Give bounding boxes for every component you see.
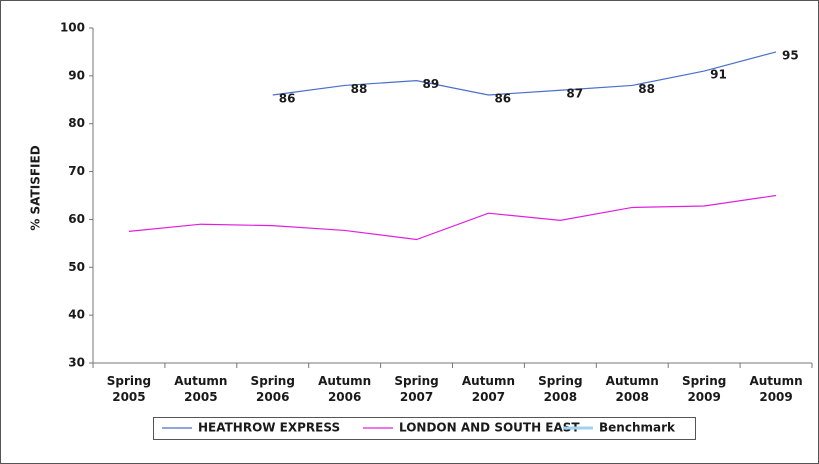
x-tick-label: Spring 2005: [106, 374, 152, 404]
x-tick-label: Spring 2006: [250, 374, 295, 404]
x-tick-label: Autumn 2006: [318, 374, 372, 404]
series-line: [272, 51, 777, 96]
y-tick-label: 40: [68, 308, 85, 322]
legend-label: LONDON AND SOUTH EAST: [399, 421, 580, 435]
data-label: 86: [494, 92, 511, 106]
data-label: 88: [638, 82, 655, 96]
y-axis-label: % SATISFIED: [29, 145, 43, 230]
x-tick-label: Autumn 2005: [174, 374, 228, 404]
data-label: 89: [423, 77, 440, 91]
legend-label: Benchmark: [599, 421, 676, 435]
x-tick-label: Spring 2009: [681, 374, 727, 404]
x-tick-label: Spring 2008: [538, 374, 583, 404]
data-label: 86: [279, 92, 296, 106]
x-tick-label: Spring 2007: [394, 374, 439, 404]
x-tick-label: Autumn 2008: [605, 374, 659, 404]
y-tick-label: 80: [68, 116, 85, 130]
data-label: 95: [782, 48, 799, 62]
data-label: 88: [351, 82, 368, 96]
y-tick-label: 90: [68, 68, 85, 82]
y-tick-label: 100: [60, 21, 85, 35]
data-label: 91: [710, 68, 727, 82]
y-tick-label: 50: [68, 260, 85, 274]
legend-label: HEATHROW EXPRESS: [198, 421, 340, 435]
x-tick-label: Autumn 2009: [749, 374, 803, 404]
x-tick-label: Autumn 2007: [461, 374, 516, 404]
legend-box: [153, 417, 696, 440]
series-line: [128, 194, 777, 241]
y-tick-label: 60: [68, 212, 85, 226]
data-label: 87: [566, 87, 583, 101]
y-tick-label: 30: [68, 356, 85, 370]
y-tick-label: 70: [68, 164, 85, 178]
